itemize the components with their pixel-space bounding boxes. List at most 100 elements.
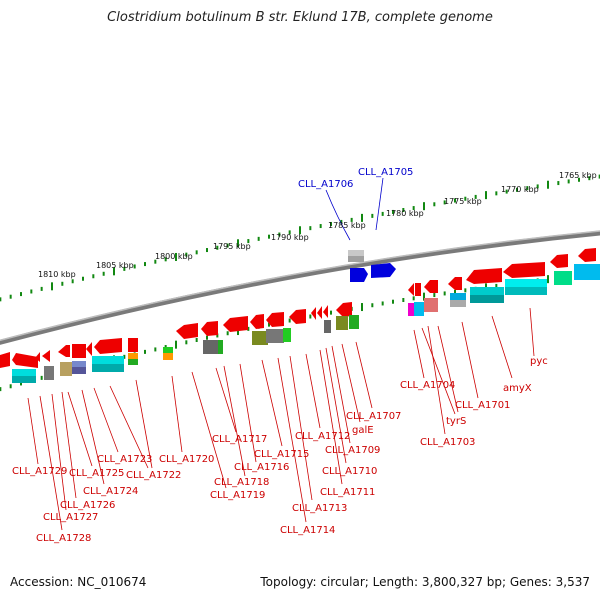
minor-tick [268, 322, 270, 327]
minor-tick [557, 181, 560, 186]
minor-tick [154, 259, 157, 264]
gene-label[interactable]: CLL_A1717 [212, 434, 267, 445]
gene-label[interactable]: amyX [503, 383, 532, 394]
tick-label: 1770 kbp [501, 185, 539, 194]
gene-label[interactable]: CLL_A1711 [320, 487, 375, 498]
gene-label[interactable]: CLL_A1712 [295, 431, 350, 442]
leader-line [375, 177, 384, 231]
major-tick [175, 252, 177, 261]
minor-tick [464, 196, 467, 201]
leader-line [81, 389, 105, 485]
gene-label[interactable]: CLL_A1719 [210, 490, 265, 501]
gene-label[interactable]: CLL_A1701 [455, 400, 510, 411]
leader-line [355, 341, 373, 409]
minor-tick [216, 333, 219, 338]
minor-tick [0, 387, 2, 392]
gene-label[interactable]: CLL_A1723 [97, 454, 152, 465]
minor-tick [392, 209, 394, 214]
minor-tick [226, 243, 229, 248]
tick-label: 1780 kbp [386, 209, 424, 218]
leader-line [529, 307, 535, 357]
topology-label: Topology: circular; Length: 3,800,327 bp… [260, 575, 590, 589]
leader-line [215, 367, 237, 433]
minor-tick [578, 177, 580, 182]
tick-label: 1800 kbp [155, 252, 193, 261]
gene-label[interactable]: galE [352, 425, 374, 436]
leader-line [51, 393, 67, 511]
minor-tick [330, 310, 332, 315]
minor-tick [309, 226, 312, 231]
gene-label[interactable]: CLL_A1709 [325, 445, 380, 456]
leader-line [331, 345, 351, 444]
leader-line [421, 327, 456, 415]
gene-label[interactable]: CLL_A1725 [69, 468, 124, 479]
leader-line [261, 359, 283, 447]
gene-label[interactable]: CLL_A1728 [36, 533, 91, 544]
leader-line [239, 363, 257, 463]
minor-tick [495, 191, 498, 196]
leader-line [223, 365, 246, 477]
minor-tick [288, 318, 291, 323]
minor-tick [454, 198, 456, 203]
minor-tick [536, 184, 539, 189]
minor-tick [164, 257, 167, 262]
minor-tick [61, 281, 64, 286]
leader-line [325, 347, 347, 464]
minor-tick [402, 298, 405, 302]
minor-tick [71, 279, 74, 284]
leader-line [427, 325, 446, 435]
tick-labels: 1810 kbp 1805 kbp 1800 kbp 1795 kbp 1790… [38, 171, 597, 279]
leader-line [191, 371, 227, 489]
gene-label[interactable]: CLL_A1705 [358, 167, 413, 178]
gene-CLL_A1705[interactable] [371, 263, 396, 278]
minor-tick [402, 208, 405, 212]
minor-tick [392, 299, 394, 304]
minor-tick [350, 217, 353, 222]
minor-tick [526, 186, 529, 191]
outer-tick-track [0, 174, 600, 302]
gene-label[interactable]: CLL_A1710 [322, 466, 377, 477]
minor-tick [144, 262, 146, 267]
gene-CLL_A1706-arrow[interactable] [350, 268, 368, 282]
minor-tick [123, 266, 126, 271]
leader-line [319, 349, 343, 485]
major-tick [51, 282, 53, 291]
minor-tick [288, 230, 291, 235]
tick-label: 1765 kbp [559, 171, 597, 180]
tick-label: 1810 kbp [38, 270, 76, 279]
minor-tick [340, 219, 343, 224]
minor-tick [371, 213, 374, 218]
minor-tick [412, 296, 415, 301]
gene-label[interactable]: CLL_A1724 [83, 486, 138, 497]
gene-label[interactable]: pyc [530, 356, 548, 367]
gene-label[interactable]: CLL_A1720 [159, 454, 214, 465]
major-tick [361, 213, 363, 222]
major-tick [113, 267, 115, 276]
minor-tick [206, 335, 208, 340]
minor-tick [40, 286, 43, 291]
minor-tick [278, 232, 281, 237]
leader-line [171, 375, 183, 453]
gene-label[interactable]: CLL_A1713 [292, 503, 347, 514]
gene-label[interactable]: CLL_A1715 [254, 449, 309, 460]
gene-label[interactable]: CLL_A1714 [280, 525, 335, 536]
minor-tick [588, 176, 591, 181]
gene-label[interactable]: CLL_A1722 [126, 470, 181, 481]
gene-label[interactable]: CLL_A1729 [12, 466, 67, 477]
leader-line [39, 395, 63, 531]
gene-label[interactable]: CLL_A1703 [420, 437, 475, 448]
minor-tick [195, 338, 198, 342]
gene-label[interactable]: CLL_A1704 [400, 380, 455, 391]
gene-label[interactable]: CLL_A1706 [298, 179, 353, 190]
gene-label[interactable]: tyrS [446, 416, 466, 427]
minor-tick [226, 331, 229, 336]
gene-label[interactable]: CLL_A1726 [60, 500, 115, 511]
minor-tick [464, 288, 467, 293]
gene-label[interactable]: CLL_A1707 [346, 411, 401, 422]
gene-label[interactable]: CLL_A1718 [214, 477, 269, 488]
leader-lines [27, 177, 535, 531]
gene-label[interactable]: CLL_A1727 [43, 512, 98, 523]
gene-label[interactable]: CLL_A1716 [234, 462, 289, 473]
minor-tick [309, 314, 312, 319]
minor-tick [9, 384, 12, 389]
